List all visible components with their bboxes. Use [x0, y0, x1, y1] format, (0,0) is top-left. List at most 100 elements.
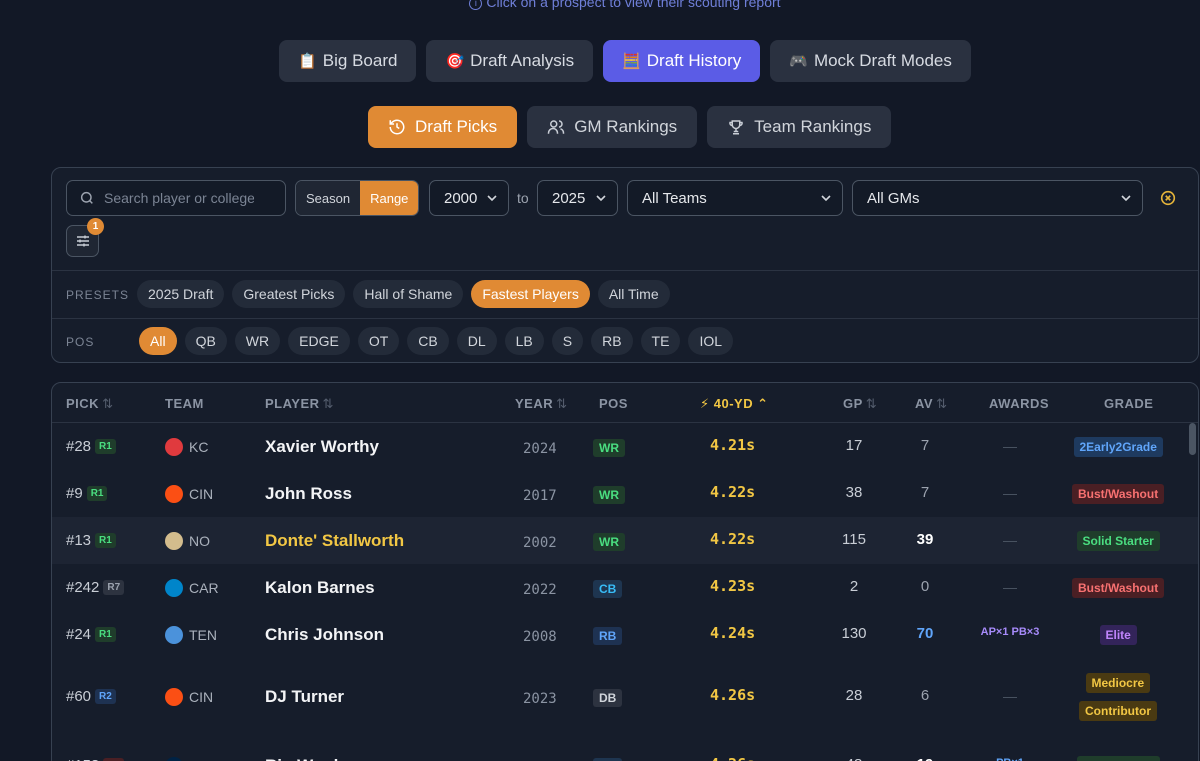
position-chip[interactable]: RB — [591, 327, 633, 355]
table-row[interactable]: #24 R1 TEN Chris Johnson 2008 RB 4.24s 130 70 AP×… — [52, 611, 1198, 658]
tab-big-board[interactable]: 📋 Big Board — [279, 40, 417, 82]
forty-time: 4.22s — [710, 529, 756, 548]
tab-team-rankings[interactable]: Team Rankings — [707, 106, 892, 148]
team-abbrev: CIN — [189, 689, 214, 705]
table-row[interactable]: #153R5SEARiq Woolen2022CB4.26s4819PB×1So… — [52, 736, 1198, 761]
column-header-av[interactable]: AV ⇅ — [915, 396, 948, 411]
table-row[interactable]: #28 R1 KC Xavier Worthy 2024 WR 4.21s 17 7 — 2Earl… — [52, 423, 1198, 470]
position-badge: CB — [593, 579, 623, 598]
approximate-value: 6 — [920, 687, 930, 704]
player-name[interactable]: Kalon Barnes — [265, 577, 375, 597]
tab-mock-draft-modes[interactable]: 🎮 Mock Draft Modes — [770, 40, 971, 82]
position-badge: WR — [593, 485, 625, 504]
divider — [52, 270, 1198, 271]
gm-select[interactable]: All GMs — [852, 180, 1143, 216]
column-header-team: TEAM — [165, 396, 204, 411]
search-input[interactable] — [104, 190, 254, 206]
position-chip[interactable]: CB — [407, 327, 449, 355]
draft-year: 2017 — [523, 487, 557, 504]
position-chip[interactable]: WR — [234, 327, 281, 355]
clear-filters-icon[interactable] — [1159, 189, 1177, 207]
trophy-icon — [729, 120, 744, 135]
draft-year: 2022 — [523, 581, 557, 598]
position-chip[interactable]: TE — [640, 327, 681, 355]
team-logo — [165, 688, 183, 706]
round-badge: R1 — [86, 485, 108, 501]
preset-chip[interactable]: All Time — [597, 280, 670, 308]
tab-draft-picks[interactable]: Draft Picks — [368, 106, 518, 148]
season-mode-button[interactable]: Season — [296, 181, 361, 215]
player-name[interactable]: Donte' Stallworth — [265, 530, 405, 550]
player-name[interactable]: Chris Johnson — [265, 624, 385, 644]
games-played: 28 — [845, 687, 863, 704]
team-logo — [165, 578, 183, 597]
forty-time: 4.21s — [710, 435, 756, 454]
approximate-value: 19 — [905, 756, 945, 761]
team-abbrev: NO — [189, 532, 210, 549]
search-box[interactable] — [66, 180, 286, 216]
preset-chip-active[interactable]: Fastest Players — [471, 280, 590, 308]
games-played: 38 — [845, 483, 863, 501]
position-chip[interactable]: S — [551, 327, 584, 355]
table-row[interactable]: #9 R1 CIN John Ross 2017 WR 4.22s 38 7 — Bust/Wash… — [52, 470, 1198, 517]
gamepad-icon: 🎮 — [789, 53, 808, 70]
column-header-year[interactable]: YEAR ⇅ — [515, 396, 568, 411]
pick-value: #60 — [66, 688, 92, 705]
player-name[interactable]: DJ Turner — [265, 687, 345, 706]
year-to-select[interactable]: 2025 — [537, 180, 618, 216]
games-played: 115 — [842, 530, 866, 548]
clipboard-icon: 📋 — [298, 53, 317, 70]
column-header-player[interactable]: PLAYER ⇅ — [265, 396, 334, 411]
tab-draft-analysis[interactable]: 🎯 Draft Analysis — [426, 40, 594, 82]
column-header-gp[interactable]: GP ⇅ — [843, 396, 878, 411]
tab-gm-rankings[interactable]: GM Rankings — [527, 106, 698, 148]
sort-icon: ⇅ — [936, 396, 948, 411]
position-chip[interactable]: IOL — [688, 327, 734, 355]
position-chip[interactable]: DL — [456, 327, 497, 355]
preset-chips: 2025 Draft Greatest Picks Hall of Shame … — [137, 280, 670, 308]
preset-chip[interactable]: Hall of Shame — [353, 280, 464, 308]
table-scrollbar[interactable] — [1189, 423, 1196, 455]
player-name[interactable]: John Ross — [265, 483, 352, 503]
awards: PB×1 — [960, 757, 1060, 761]
approximate-value: 7 — [920, 483, 930, 501]
preset-chip[interactable]: Greatest Picks — [232, 280, 346, 308]
player-name[interactable]: Riq Woolen — [265, 756, 358, 761]
approximate-value: 7 — [920, 436, 930, 454]
team-logo — [165, 484, 183, 503]
team-logo — [165, 757, 183, 761]
table-row[interactable]: #60 R2 CIN DJ Turner 2023 DB 4.26s 28 6 — Mediocre… — [52, 658, 1198, 736]
range-mode-button[interactable]: Range — [360, 181, 419, 215]
sort-ascending-icon: ⌃ — [757, 396, 769, 411]
table-header: PICK ⇅ TEAM PLAYER ⇅ YEAR ⇅ POS ⚡ 40-YD ⌃ GP… — [52, 383, 1198, 423]
position-chip[interactable]: QB — [184, 327, 227, 355]
active-filter-count-badge: 1 — [87, 218, 104, 235]
chevron-down-icon — [596, 195, 606, 202]
tab-draft-history[interactable]: 🧮 Draft History — [603, 40, 761, 82]
approximate-value: 70 — [916, 624, 934, 642]
team-abbrev: CAR — [189, 579, 219, 596]
preset-chip[interactable]: 2025 Draft — [137, 280, 225, 308]
column-header-forty[interactable]: ⚡ 40-YD ⌃ — [700, 396, 769, 411]
table-row[interactable]: #13 R1 NO Donte' Stallworth 2002 WR 4.22s 115 39… — [52, 517, 1198, 564]
range-to-label: to — [517, 190, 529, 206]
approximate-value: 0 — [920, 577, 930, 595]
column-header-pos: POS — [599, 396, 628, 411]
chevron-down-icon — [487, 195, 497, 202]
position-chip[interactable]: OT — [357, 327, 400, 355]
table-row[interactable]: #242 R7 CAR Kalon Barnes 2022 CB 4.23s 2 0 — Bust/… — [52, 564, 1198, 611]
forty-time: 4.26s — [710, 755, 755, 761]
team-select[interactable]: All Teams — [627, 180, 843, 216]
player-name[interactable]: Xavier Worthy — [265, 436, 380, 456]
pick-number: #28 R1 — [66, 438, 116, 455]
grade-badge: Bust/Washout — [1072, 577, 1165, 598]
awards: — — [1003, 437, 1017, 454]
round-badge: R1 — [95, 532, 116, 548]
position-chip-active[interactable]: All — [139, 327, 177, 355]
position-chip[interactable]: EDGE — [288, 327, 350, 355]
column-header-pick[interactable]: PICK ⇅ — [66, 396, 114, 411]
awards: AP×1 PB×3 — [980, 625, 1040, 638]
advanced-filters-button[interactable]: 1 — [66, 218, 104, 257]
position-chip[interactable]: LB — [504, 327, 544, 355]
year-from-select[interactable]: 2000 — [429, 180, 509, 216]
